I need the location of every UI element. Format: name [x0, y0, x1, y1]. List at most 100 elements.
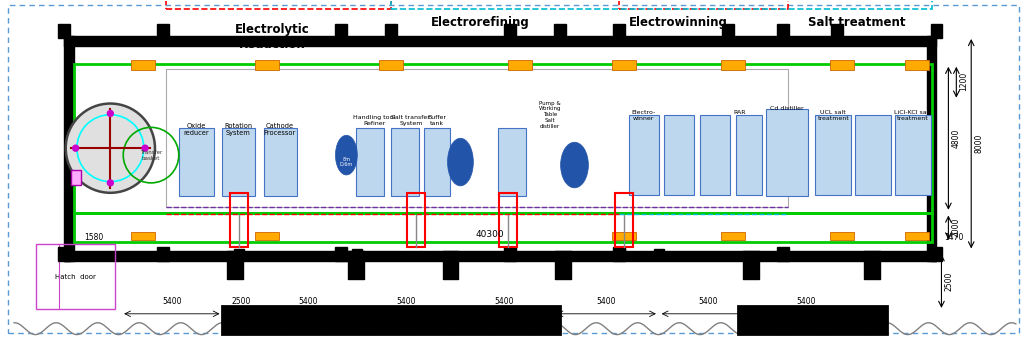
Bar	[831, 233, 854, 240]
Text: Cathode
Processor: Cathode Processor	[264, 123, 296, 136]
Bar	[36, 244, 115, 309]
Text: 5400: 5400	[797, 297, 816, 306]
Bar	[336, 24, 347, 38]
Bar	[391, 128, 419, 196]
Bar	[721, 233, 745, 240]
Bar	[766, 108, 807, 196]
Bar	[336, 247, 347, 261]
Bar	[71, 170, 80, 185]
Bar	[255, 233, 279, 240]
Bar	[619, 0, 788, 9]
Text: D: D	[69, 39, 77, 49]
Bar	[58, 24, 70, 38]
Text: RAR: RAR	[734, 111, 747, 116]
Bar	[776, 24, 789, 38]
Bar	[74, 64, 931, 213]
Text: 4800: 4800	[951, 128, 960, 148]
Bar	[505, 249, 515, 259]
Bar	[832, 24, 843, 38]
Bar	[356, 128, 384, 196]
Text: E: E	[159, 39, 166, 49]
Text: Electro-
winner: Electro- winner	[632, 111, 656, 121]
Bar	[615, 193, 633, 247]
Bar	[776, 247, 789, 261]
Circle shape	[108, 111, 113, 116]
Text: 5400: 5400	[299, 297, 318, 306]
Bar	[630, 116, 658, 195]
Bar	[157, 247, 168, 261]
Bar	[424, 128, 450, 196]
Bar	[498, 128, 526, 196]
Text: Electrolytic
Reduction: Electrolytic Reduction	[234, 23, 309, 51]
Bar	[612, 60, 636, 70]
Bar	[179, 128, 215, 196]
Bar	[930, 247, 943, 261]
Bar	[736, 116, 762, 195]
Bar	[223, 128, 255, 196]
Bar	[407, 193, 425, 247]
Bar	[379, 60, 403, 70]
Circle shape	[142, 145, 148, 151]
Text: 1470: 1470	[945, 233, 963, 242]
Bar	[385, 24, 397, 38]
Bar	[905, 233, 928, 240]
Text: Electrowinning: Electrowinning	[630, 16, 728, 29]
Text: 8000: 8000	[975, 134, 983, 153]
Bar	[223, 306, 560, 334]
Text: Salt transfer
System: Salt transfer System	[391, 116, 430, 126]
Ellipse shape	[561, 142, 588, 188]
Text: Pump &
Working
Table
Salt
distiller: Pump & Working Table Salt distiller	[538, 101, 561, 129]
Text: 5400: 5400	[162, 297, 182, 306]
Bar	[166, 69, 788, 207]
Text: LiCl-KCl salt
treatment: LiCl-KCl salt treatment	[895, 111, 931, 121]
Ellipse shape	[448, 138, 473, 186]
Bar	[613, 247, 625, 261]
Text: 5400: 5400	[396, 297, 416, 306]
Text: Transfer
basket: Transfer basket	[140, 150, 162, 161]
Text: 5400: 5400	[698, 297, 718, 306]
Bar	[905, 60, 928, 70]
Text: 2500: 2500	[945, 271, 953, 291]
Bar	[721, 60, 745, 70]
Ellipse shape	[336, 135, 357, 175]
Bar	[504, 247, 516, 261]
Bar	[738, 306, 887, 334]
Circle shape	[108, 180, 113, 186]
Bar	[234, 249, 244, 259]
Text: 2000: 2000	[951, 218, 960, 237]
Circle shape	[73, 145, 79, 151]
Bar	[930, 24, 943, 38]
Text: Electrorefining: Electrorefining	[431, 16, 530, 29]
Circle shape	[66, 103, 155, 193]
Bar	[777, 249, 788, 259]
Bar	[508, 60, 532, 70]
Bar	[74, 213, 931, 242]
Bar	[255, 60, 279, 70]
Bar	[158, 249, 167, 259]
Bar	[612, 233, 636, 240]
Bar	[391, 0, 931, 9]
Bar	[722, 24, 734, 38]
Bar	[166, 0, 391, 9]
Text: 5400: 5400	[597, 297, 616, 306]
Text: M: M	[922, 39, 931, 49]
Text: 5400: 5400	[495, 297, 515, 306]
Bar	[554, 24, 566, 38]
Text: Rotation
System: Rotation System	[224, 123, 253, 136]
Bar	[855, 116, 890, 195]
Bar	[131, 60, 155, 70]
Bar	[895, 116, 930, 195]
Bar	[131, 233, 155, 240]
Text: 2500: 2500	[231, 297, 251, 306]
Bar	[831, 60, 854, 70]
Bar	[931, 249, 942, 259]
Text: Hatch  door: Hatch door	[55, 274, 97, 280]
Bar	[58, 247, 70, 261]
Text: Buffer
tank: Buffer tank	[427, 116, 446, 126]
Bar	[230, 193, 249, 247]
Text: Cd distiller: Cd distiller	[770, 105, 803, 111]
Bar	[700, 116, 730, 195]
Text: Salt treatment: Salt treatment	[808, 16, 906, 29]
Bar	[264, 128, 297, 196]
Text: 1200: 1200	[959, 72, 968, 91]
